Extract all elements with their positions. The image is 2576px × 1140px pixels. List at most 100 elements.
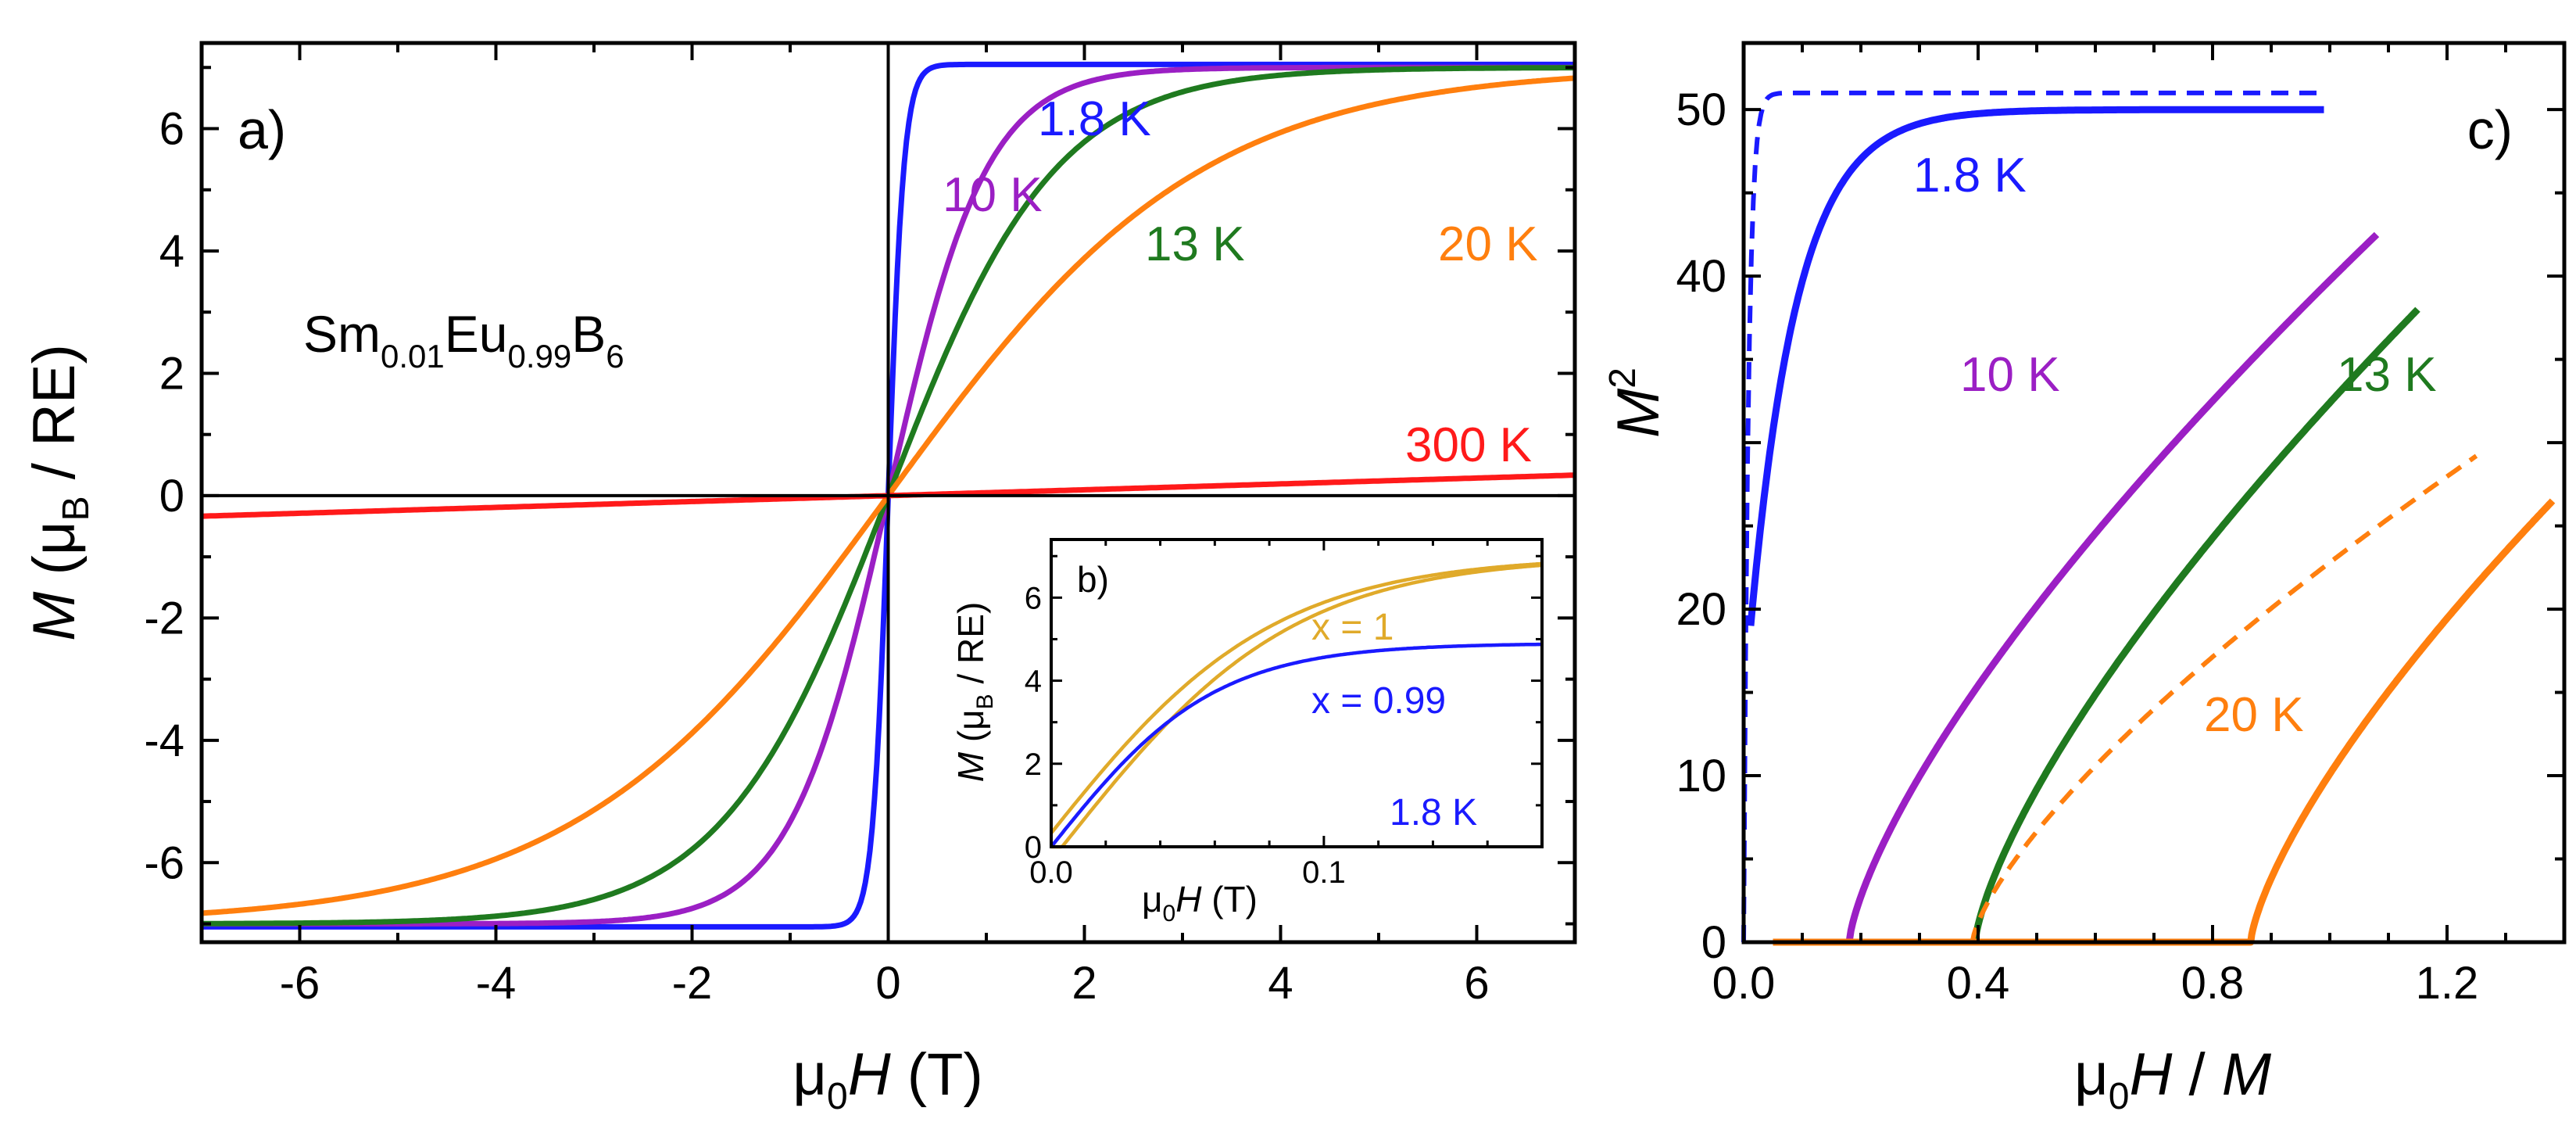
label-a-1p8k: 1.8 K [1038,92,1151,146]
c-ytick-label: 20 [1676,584,1726,635]
a-ytick-label: 4 [159,226,184,277]
c-xlabel-var: H [2129,1041,2172,1108]
panel-b-curves [1050,561,1543,849]
b-xlabel-sub: 0 [1163,901,1176,927]
b-ylabel-sub: B [972,694,998,709]
panel-a-zero-lines [202,43,1575,942]
c-xlabel-sub: 0 [2109,1076,2130,1117]
xlabel-sub: 0 [827,1076,848,1117]
b-xlabel-var: H [1175,879,1202,920]
formula-sub1: 0.01 [381,338,445,375]
panel-b-ylabel: M (μB / RE) [950,602,998,783]
c-ytick-label: 50 [1676,84,1726,135]
ylabel-sub: B [55,496,97,521]
a-xtick-label: -2 [672,958,713,1009]
a-xtick-label: 6 [1464,958,1489,1009]
panel-c-ticks: 0.0 0.4 0.8 1.2 0 10 20 40 50 [1676,43,2566,1009]
label-c-20k: 20 K [2204,688,2304,742]
b-ytick-label: 6 [1025,581,1042,615]
panel-c-xlabel: μ0H / M [2074,1041,2272,1117]
panel-c-frame [1741,41,2567,945]
curve-b-x-0-99 [1050,642,1542,848]
b-xtick-label: 0.1 [1302,855,1346,890]
label-c-10k: 10 K [1960,348,2060,402]
formula-sub2: 0.99 [507,338,571,375]
a-xtick-label: 4 [1268,958,1293,1009]
panel-b-background [1051,540,1542,847]
a-ytick-label: 0 [159,471,184,522]
curve-c-10-k [1773,231,2380,946]
a-ytick-label: 2 [159,348,184,399]
a-xtick-label: -6 [280,958,320,1009]
curve-c-20-k [1773,498,2556,946]
formula-eu: Eu [445,305,508,363]
c-ytick-label: 10 [1676,751,1726,801]
panel-b-xlabel: μ0H (T) [1142,879,1258,927]
c-ylabel-var: M [1605,388,1672,438]
a-ytick-label: 6 [159,104,184,155]
label-a-20k: 20 K [1438,217,1538,271]
label-a-10k: 10 K [943,168,1043,222]
b-ylabel-open: (μ [950,709,991,752]
panel-a-ylabel: M (μB / RE) [21,344,97,641]
b-ytick-label: 0 [1025,830,1042,865]
c-ytick-label: 0 [1701,917,1726,968]
label-c-1p8k: 1.8 K [1913,149,2027,203]
panel-c-curves [1741,90,2556,946]
a-xtick-label: 2 [1072,958,1097,1009]
curve-c-20-k-dashed [1773,453,2478,945]
c-xtick-label: 0.0 [1712,958,1776,1009]
b-xtick-label: 0.0 [1029,855,1073,890]
xlabel-mu: μ [792,1041,827,1108]
formula-sm: Sm [303,305,381,363]
xlabel-var: H [848,1041,891,1108]
a-ytick-label: -2 [144,593,184,643]
panel-b-ticks: 0.0 0.1 0 2 4 6 [1025,540,1544,890]
panel-c-label: c) [2467,99,2513,160]
panel-a-label: a) [238,99,286,160]
panel-a-ticks: -6 -4 -2 0 2 4 6 -6 -4 -2 0 2 4 6 [144,43,1576,1009]
formula-b: B [571,305,606,363]
a-ytick-label: -6 [144,837,184,888]
c-xtick-label: 0.8 [2181,958,2245,1009]
ylabel-var: M [21,591,88,641]
label-a-13k: 13 K [1145,217,1245,271]
label-b-temp: 1.8 K [1390,792,1477,833]
b-ytick-label: 4 [1025,665,1042,699]
b-ytick-label: 2 [1025,747,1042,782]
panel-c: 0.0 0.4 0.8 1.2 0 10 20 40 50 c) 1.8 K 10 K 13 K… [1602,41,2567,1117]
b-ylabel-rest: / RE) [950,602,991,694]
label-b-x1: x = 1 [1311,607,1394,648]
label-b-x099: x = 0.99 [1311,680,1446,722]
panel-b-label: b) [1077,559,1109,600]
a-xtick-label: -4 [476,958,517,1009]
a-ytick-label: -4 [144,715,184,766]
panel-b-frame [1050,538,1544,848]
a-xtick-label: 0 [875,958,900,1009]
compound-formula: Sm0.01Eu0.99B6 [303,305,624,375]
c-xlabel-mu: μ [2074,1041,2109,1108]
c-xlabel-var2: M [2222,1041,2272,1108]
panel-c-ylabel: M2 [1602,367,1672,438]
label-c-13k: 13 K [2337,348,2437,402]
b-ylabel-var: M [950,751,991,782]
curve-b-x-1-branch-0 [1051,563,1543,849]
formula-sub3: 6 [606,338,624,375]
c-xtick-label: 1.2 [2416,958,2479,1009]
c-ytick-label: 40 [1676,251,1726,302]
curve-c-1-8-k-dashed [1741,90,2324,943]
xlabel-unit: (T) [891,1041,983,1108]
ylabel-open: (μ [21,521,88,591]
panel-a-xlabel: μ0H (T) [792,1041,983,1117]
c-xlabel-slash: / [2172,1041,2221,1108]
curve-c-1-8-k [1747,106,2326,626]
curve-b-x-1-branch-1 [1050,561,1543,834]
c-xtick-label: 0.4 [1947,958,2010,1009]
curve-c-13-k [1773,307,2420,946]
b-xlabel-mu: μ [1142,879,1163,920]
ylabel-rest: / RE) [21,344,88,496]
